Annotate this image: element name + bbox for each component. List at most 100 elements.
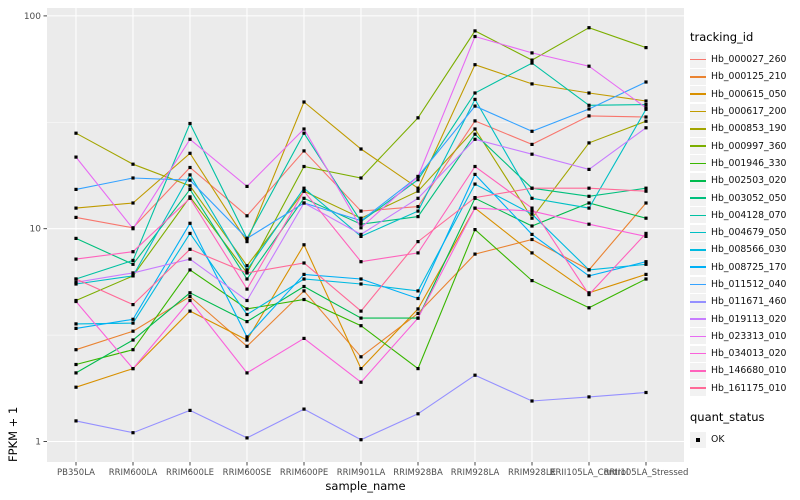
legend-item-Hb_004679_050: Hb_004679_050 (690, 224, 800, 241)
data-point (587, 395, 591, 399)
data-point (188, 184, 192, 188)
data-point (587, 222, 591, 226)
data-point (245, 268, 249, 272)
data-point (245, 312, 249, 317)
data-point (188, 196, 192, 200)
series-color-swatch (690, 51, 706, 68)
data-point (644, 80, 648, 84)
data-point (587, 274, 591, 278)
data-point (74, 215, 78, 219)
data-point (473, 196, 477, 200)
data-point (587, 186, 591, 190)
line-swatch-icon (690, 266, 706, 268)
data-point (530, 232, 534, 236)
data-point (587, 206, 591, 210)
data-point (359, 209, 363, 213)
data-point (530, 61, 534, 65)
data-point (245, 371, 249, 375)
legend-label: Hb_004128_070 (711, 209, 787, 221)
y-tick-label: 10 (30, 225, 42, 235)
data-point (473, 252, 477, 256)
legend-label: Hb_034013_020 (711, 348, 787, 360)
series-color-swatch (690, 362, 706, 379)
series-color-swatch (690, 380, 706, 397)
data-point (530, 196, 534, 200)
y-tick-label: 1 (35, 438, 41, 448)
data-point (245, 277, 249, 281)
data-point (74, 326, 78, 330)
legend-item-Hb_019113_020: Hb_019113_020 (690, 310, 800, 328)
legend-label: Hb_008566_030 (711, 244, 787, 256)
data-point (131, 274, 135, 278)
line-swatch-icon (690, 387, 706, 390)
data-point (131, 303, 135, 307)
data-point (245, 298, 249, 303)
data-point (416, 307, 420, 311)
data-point (416, 215, 420, 219)
line-swatch-icon (690, 231, 706, 234)
data-point (416, 367, 420, 371)
data-point (473, 34, 477, 39)
data-point (359, 355, 363, 359)
data-point (644, 201, 648, 205)
x-tick-label: RRIM600SE (223, 468, 272, 478)
data-point (74, 322, 78, 326)
data-point (188, 187, 192, 191)
data-point (473, 127, 477, 131)
data-point (530, 251, 534, 255)
data-point (473, 228, 477, 232)
legend-label: Hb_000997_360 (711, 140, 787, 152)
data-point (74, 155, 78, 159)
legend-item-Hb_011671_460: Hb_011671_460 (690, 293, 800, 310)
data-point (302, 189, 306, 193)
data-point (131, 271, 135, 275)
data-point (188, 178, 192, 182)
series-color-swatch (690, 224, 706, 241)
series-color-swatch (690, 311, 706, 328)
legend-items: Hb_000027_260 Hb_000125_210 Hb_000615_050 H… (690, 51, 800, 397)
data-point (74, 187, 78, 191)
data-point (74, 348, 78, 352)
legend-label: Hb_146680_010 (711, 365, 787, 377)
line-swatch-icon (690, 318, 706, 320)
data-point (302, 336, 306, 340)
data-point (131, 317, 135, 321)
line-swatch-icon (690, 128, 706, 130)
data-point (587, 64, 591, 68)
data-point (416, 196, 420, 200)
data-point (131, 258, 135, 262)
data-point (359, 176, 363, 180)
series-color-swatch (690, 103, 706, 120)
data-point (416, 174, 420, 179)
data-point (644, 115, 648, 119)
data-point (74, 236, 78, 240)
data-point (473, 182, 477, 186)
x-tick-label: RRIM600LE (166, 468, 214, 478)
x-tick-label: RRII105LA_Stressed (604, 468, 689, 478)
series-color-swatch (690, 155, 706, 172)
data-point (302, 407, 306, 411)
data-point (359, 380, 363, 384)
data-point (359, 324, 363, 328)
data-point (74, 385, 78, 389)
line-swatch-icon (690, 58, 706, 61)
data-point (188, 151, 192, 155)
legend-item-Hb_011512_040: Hb_011512_040 (690, 276, 800, 293)
x-tick-label: RRIM600LA (109, 468, 158, 478)
data-point (587, 194, 591, 198)
data-point (188, 121, 192, 126)
data-point (74, 257, 78, 261)
legend-label: Hb_004679_050 (711, 227, 787, 239)
data-point (131, 329, 135, 333)
data-point (473, 97, 477, 101)
legend-item-Hb_034013_020: Hb_034013_020 (690, 345, 800, 362)
series-color-swatch (690, 293, 706, 310)
data-point (644, 390, 648, 395)
data-point (530, 279, 534, 283)
data-point (530, 82, 534, 86)
series-color-swatch (690, 328, 706, 345)
legend-item-Hb_000853_190: Hb_000853_190 (690, 120, 800, 137)
data-point (131, 338, 135, 342)
legend-title-quant-status: quant_status (690, 409, 765, 424)
